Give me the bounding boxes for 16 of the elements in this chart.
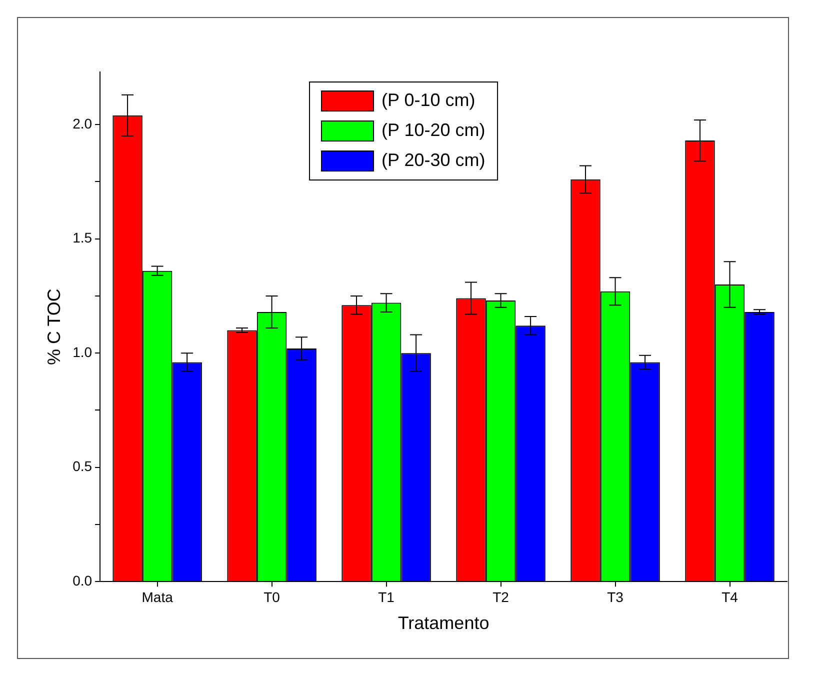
x-tick-label: T2 [492,588,510,605]
legend-label: (P 0-10 cm) [382,90,476,110]
x-tick-label: T1 [378,588,395,605]
legend-label: (P 20-30 cm) [382,150,486,170]
legend-label: (P 10-20 cm) [382,120,486,140]
x-tick-label: Mata [142,588,174,605]
x-tick-label: T0 [264,588,280,605]
y-tick-label: 0.5 [72,458,92,474]
x-tick-label: T3 [607,588,624,605]
x-axis-title: Tratamento [398,613,490,634]
y-tick-label: 0.0 [72,572,92,588]
y-tick-label: 1.0 [72,344,92,360]
y-tick-label: 2.0 [72,115,92,132]
y-tick-label: 1.5 [72,230,92,246]
x-tick-label: T4 [722,588,738,605]
y-axis-title: % C TOC [44,288,64,365]
